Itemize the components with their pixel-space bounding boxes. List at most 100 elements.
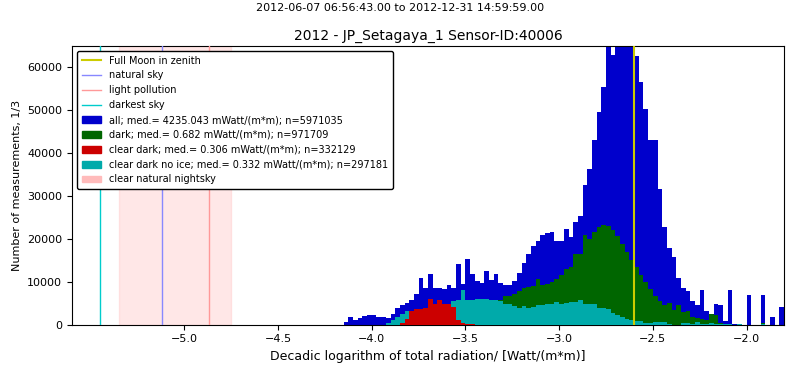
Bar	[653, 322, 658, 325]
Bar	[522, 288, 526, 325]
Bar	[592, 232, 597, 325]
Bar	[615, 39, 620, 325]
Bar	[489, 299, 494, 325]
Bar	[648, 323, 653, 325]
Bar	[423, 288, 428, 325]
Bar	[714, 304, 718, 325]
Bar	[512, 306, 517, 325]
Bar	[358, 318, 362, 325]
Bar	[386, 323, 390, 325]
Bar	[428, 299, 433, 325]
Bar	[638, 82, 643, 325]
Bar	[512, 281, 517, 325]
Bar	[671, 257, 676, 325]
Bar	[695, 322, 700, 325]
Bar	[676, 278, 681, 325]
Bar	[582, 185, 587, 325]
Bar	[479, 283, 484, 325]
Bar	[428, 274, 433, 325]
Bar	[531, 307, 536, 325]
Bar	[475, 299, 479, 325]
Bar	[592, 140, 597, 325]
Bar	[405, 303, 410, 325]
Bar	[410, 311, 414, 325]
Bar	[470, 324, 475, 325]
Bar	[498, 300, 503, 325]
Bar	[400, 323, 405, 325]
Bar	[508, 296, 512, 325]
Bar	[386, 323, 390, 325]
Bar	[494, 274, 498, 325]
Bar	[446, 285, 451, 325]
Text: 2012-06-07 06:56:43.00 to 2012-12-31 14:59:59.00: 2012-06-07 06:56:43.00 to 2012-12-31 14:…	[256, 3, 544, 13]
Bar	[494, 300, 498, 325]
Bar	[438, 300, 442, 325]
Bar	[517, 308, 522, 325]
X-axis label: Decadic logarithm of total radiation/ [Watt/(m*m)]: Decadic logarithm of total radiation/ [W…	[270, 350, 586, 363]
Bar	[700, 319, 704, 325]
Bar	[592, 304, 597, 325]
Bar	[559, 304, 564, 325]
Bar	[690, 301, 695, 325]
Bar	[541, 235, 545, 325]
Bar	[761, 295, 766, 325]
Bar	[681, 288, 686, 325]
Bar	[582, 235, 587, 325]
Bar	[634, 322, 638, 325]
Bar	[456, 320, 461, 325]
Bar	[681, 312, 686, 325]
Bar	[484, 272, 489, 325]
Bar	[733, 324, 737, 325]
Bar	[390, 320, 395, 325]
Bar	[662, 322, 667, 325]
Bar	[400, 314, 405, 325]
Bar	[418, 309, 423, 325]
Bar	[686, 323, 690, 325]
Bar	[597, 227, 602, 325]
Bar	[667, 303, 671, 325]
Bar	[695, 305, 700, 325]
Bar	[470, 274, 475, 325]
Bar	[433, 304, 438, 325]
Bar	[602, 308, 606, 325]
Bar	[574, 222, 578, 325]
Bar	[723, 324, 728, 325]
Bar	[451, 301, 456, 325]
Bar	[714, 315, 718, 325]
Bar	[690, 317, 695, 325]
Bar	[541, 305, 545, 325]
Bar	[466, 300, 470, 325]
Bar	[498, 301, 503, 325]
Bar	[503, 285, 508, 325]
Bar	[630, 260, 634, 325]
Bar	[667, 248, 671, 325]
Bar	[526, 254, 531, 325]
Bar	[119, 46, 231, 325]
Bar	[461, 290, 466, 325]
Bar	[438, 300, 442, 325]
Bar	[746, 295, 751, 325]
Bar	[395, 308, 400, 325]
Bar	[559, 275, 564, 325]
Bar	[418, 309, 423, 325]
Bar	[470, 299, 475, 325]
Bar	[428, 299, 433, 325]
Bar	[423, 308, 428, 325]
Bar	[433, 304, 438, 325]
Bar	[536, 306, 541, 325]
Bar	[531, 286, 536, 325]
Bar	[362, 316, 367, 325]
Bar	[597, 112, 602, 325]
Bar	[610, 55, 615, 325]
Bar	[503, 296, 508, 325]
Bar	[671, 310, 676, 325]
Bar	[456, 300, 461, 325]
Bar	[466, 300, 470, 325]
Bar	[643, 323, 648, 325]
Bar	[761, 322, 766, 325]
Bar	[625, 42, 630, 325]
Bar	[615, 315, 620, 325]
Bar	[653, 139, 658, 325]
Bar	[602, 87, 606, 325]
Bar	[479, 299, 484, 325]
